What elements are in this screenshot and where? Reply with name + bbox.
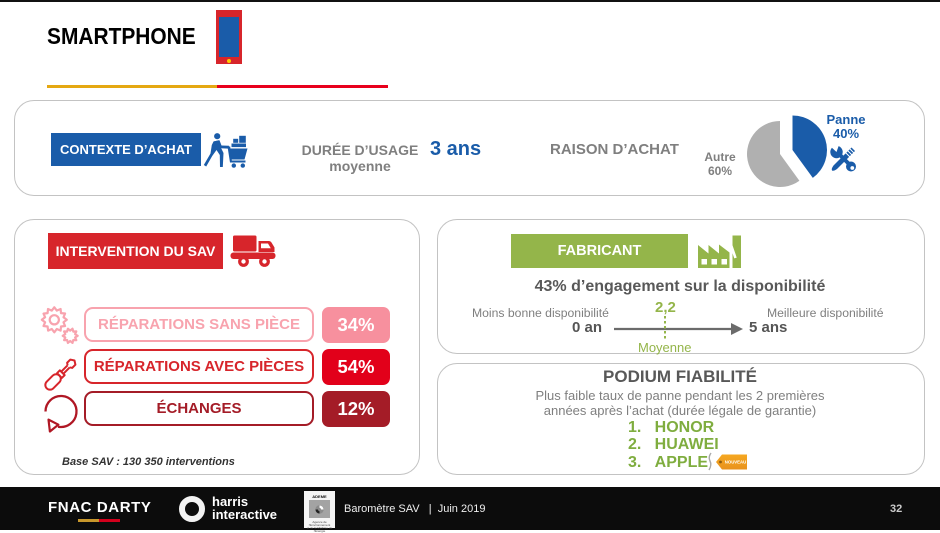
svg-text:NOUVEAU: NOUVEAU bbox=[725, 460, 747, 465]
